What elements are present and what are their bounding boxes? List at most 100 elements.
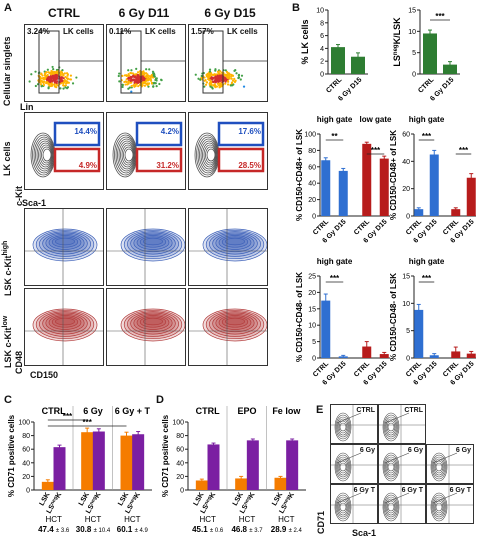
contour-line [38, 142, 53, 168]
contour-line [430, 492, 448, 522]
lin-dot [127, 77, 130, 80]
lin-dot [48, 71, 51, 75]
lin-dot [146, 74, 150, 77]
hct-mean: 30.8 [76, 525, 94, 534]
lin-dot [209, 85, 212, 88]
y-tick-label: 20 [402, 186, 410, 193]
k-label: K [248, 492, 257, 500]
b-grouped-ylabel: % CD150-CD48+ of LSK [389, 130, 398, 220]
lin-dot [229, 84, 232, 87]
bar-chart: 0 5 10 15 [408, 8, 460, 79]
hct-label: HCT [199, 515, 216, 524]
k-label: K [133, 492, 142, 500]
lin-dot [149, 76, 152, 79]
lin-dot [224, 69, 227, 72]
group-label: CTRL [196, 406, 220, 416]
column-header-d11: 6 Gy D11 [118, 6, 170, 20]
hct-mean: 60.1 [117, 525, 135, 534]
b2-ylabel-prefix: LS [392, 55, 402, 67]
lin-dot [209, 73, 213, 76]
lin-dot [49, 77, 52, 81]
row4-ylabel: LSK c-Kitlow [2, 316, 13, 368]
bar [274, 477, 287, 490]
hct-sd: ± 2.4 [289, 528, 303, 534]
contour-line [205, 146, 216, 164]
panel-c-chart: 0 20 40 60 80 100% CD71 positive cells CTRL HCT… [7, 406, 152, 534]
panel-e-plot-svg [427, 485, 473, 523]
panel-d-letter: D [156, 394, 164, 406]
contour-line [382, 452, 400, 482]
y-tick-label: 10 [402, 301, 410, 308]
contour-line [382, 412, 400, 442]
b-grouped-ylabel: % CD150-CD48- of LSK [389, 273, 398, 361]
panel-e-plot-label: 6 Gy [407, 447, 423, 454]
lin-dot [136, 71, 140, 74]
lin-dot [219, 82, 222, 85]
lin-dot [59, 87, 62, 90]
contour-line [433, 498, 445, 516]
lin-dot [42, 83, 46, 87]
lin-dot [213, 83, 216, 86]
row4-xlabel: CD150 [30, 370, 59, 380]
lin-dot [204, 83, 208, 86]
panel-e-plot-label: 6 Gy T [401, 487, 423, 494]
y-tick-label: 0 [26, 488, 30, 495]
lin-dot [127, 80, 131, 83]
hct-value: 46.8 ± 3.7 [231, 525, 263, 534]
lin-dot [146, 83, 149, 87]
lin-dot [61, 69, 64, 72]
lin-dot [217, 72, 220, 75]
low-gate-pct: 4.9% [78, 161, 97, 170]
low-gate-pct: 28.5% [238, 161, 261, 170]
y-tick-label: 0 [412, 72, 416, 79]
lin-dot [197, 77, 200, 80]
lin-dot [214, 73, 218, 76]
lk-gate-pct: 0.11% [109, 27, 132, 36]
y-tick-label: 60 [402, 132, 410, 139]
panel-e-plot-svg [331, 485, 377, 523]
y-tick-label: 40 [176, 460, 184, 467]
cd150-cd48-high-plot-1 [106, 208, 186, 286]
lin-dot [66, 78, 69, 81]
lin-dot [52, 67, 55, 71]
y-tick-label: 15 [402, 274, 410, 281]
contour-line [120, 142, 135, 168]
contour-line [386, 500, 396, 514]
lin-dot [207, 73, 211, 76]
lin-dot [155, 79, 158, 82]
contour-line [386, 460, 396, 474]
sca1-ckit-plot-1: 4.2% 31.2% [106, 112, 186, 190]
contour-line [338, 420, 348, 434]
contour-line [336, 416, 350, 438]
contour-line [202, 142, 217, 168]
hct-sd: ± 3.7 [249, 528, 263, 534]
lin-dot [123, 80, 126, 84]
neg-sup: neg [128, 495, 138, 506]
contour-tail [432, 492, 458, 504]
contour-line [337, 498, 349, 516]
cd71-ylabel: % CD71 positive cells [161, 414, 170, 497]
y-tick-label: 80 [176, 433, 184, 440]
neg-sup: neg [243, 495, 253, 506]
bar [120, 435, 133, 490]
lin-dot [54, 78, 58, 81]
panel-e-plot-svg [331, 405, 377, 443]
row3-ylabel-text: LSK c-Kit [3, 255, 13, 297]
y-tick-label: 15 [408, 8, 416, 15]
contour-line [384, 496, 398, 518]
cd150-cd48-low-plot-0-svg [25, 289, 103, 365]
contour-line [384, 456, 398, 478]
y-tick-label: 0 [320, 72, 324, 79]
lin-dot [63, 72, 67, 75]
contour-line [338, 500, 348, 514]
lin-dot [47, 79, 50, 82]
lin-dot [51, 76, 54, 79]
b1-category-label: CTRL [325, 76, 344, 95]
contour-line [385, 498, 397, 516]
contour-line [36, 140, 54, 170]
hct-value: 47.4 ± 3.6 [38, 525, 70, 534]
hct-label: HCT [278, 515, 295, 524]
lin-dot [54, 74, 57, 77]
lin-dotplot-1-svg [117, 30, 185, 94]
panel-e-plot-6: 6 Gy T [378, 484, 426, 524]
